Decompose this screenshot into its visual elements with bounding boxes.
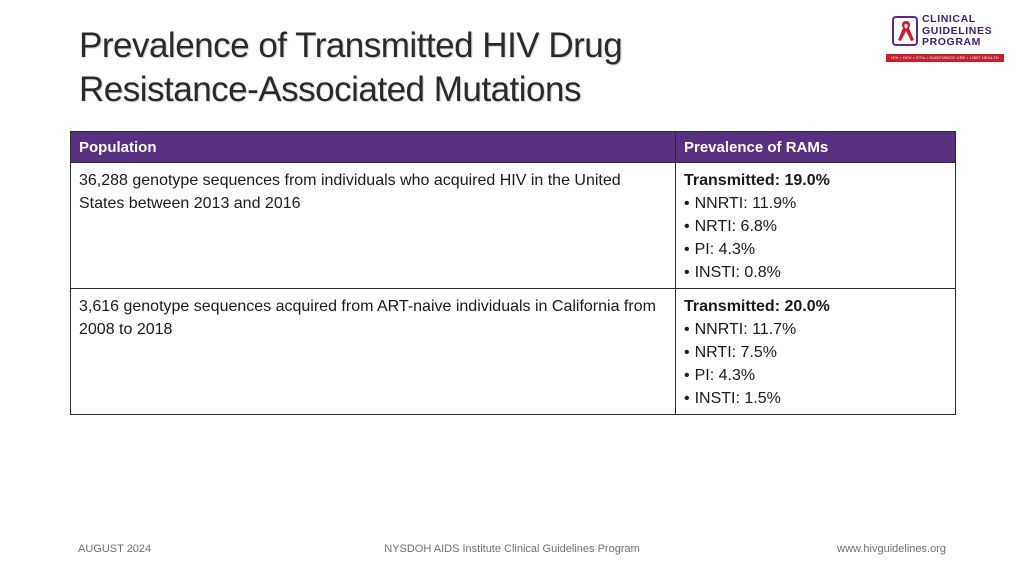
bullet-item: INSTI: 1.5% <box>684 387 947 410</box>
bullet-item: NNRTI: 11.9% <box>684 192 947 215</box>
ram-prevalence-table: Population Prevalence of RAMs 36,288 gen… <box>70 131 956 415</box>
logo-tagline: HIV • HCV • STIs • SUBSTANCE USE • LGBT … <box>886 54 1004 62</box>
footer-date: AUGUST 2024 <box>78 543 152 555</box>
transmitted-total: Transmitted: 20.0% <box>684 298 830 315</box>
table-header-row: Population Prevalence of RAMs <box>70 131 956 163</box>
prevalence-cell: Transmitted: 19.0% NNRTI: 11.9% NRTI: 6.… <box>675 162 956 289</box>
bullet-item: PI: 4.3% <box>684 238 947 261</box>
table-row: 36,288 genotype sequences from individua… <box>70 162 956 289</box>
population-cell: 3,616 genotype sequences acquired from A… <box>70 288 676 415</box>
transmitted-total: Transmitted: 19.0% <box>684 172 830 189</box>
bullet-item: INSTI: 0.8% <box>684 261 947 284</box>
bullet-item: PI: 4.3% <box>684 364 947 387</box>
logo-frame <box>892 16 918 46</box>
prevalence-cell: Transmitted: 20.0% NNRTI: 11.7% NRTI: 7.… <box>675 288 956 415</box>
clinical-guidelines-program-logo: CLINICAL GUIDELINES PROGRAM HIV • HCV • … <box>886 13 1004 66</box>
red-ribbon-icon <box>898 21 914 41</box>
population-cell: 36,288 genotype sequences from individua… <box>70 162 676 289</box>
logo-wordmark: CLINICAL GUIDELINES PROGRAM <box>922 13 993 48</box>
footer-url: www.hivguidelines.org <box>837 543 946 555</box>
footer-org: NYSDOH AIDS Institute Clinical Guideline… <box>384 543 640 555</box>
slide-title: Prevalence of Transmitted HIV Drug Resis… <box>79 24 623 112</box>
bullet-item: NNRTI: 11.7% <box>684 318 947 341</box>
bullet-item: NRTI: 6.8% <box>684 215 947 238</box>
slide-title-line-1: Prevalence of Transmitted HIV Drug <box>79 26 623 65</box>
header-population: Population <box>70 131 676 163</box>
bullet-item: NRTI: 7.5% <box>684 341 947 364</box>
slide-title-line-2: Resistance-Associated Mutations <box>79 70 581 109</box>
table-row: 3,616 genotype sequences acquired from A… <box>70 288 956 415</box>
header-prevalence: Prevalence of RAMs <box>675 131 956 163</box>
